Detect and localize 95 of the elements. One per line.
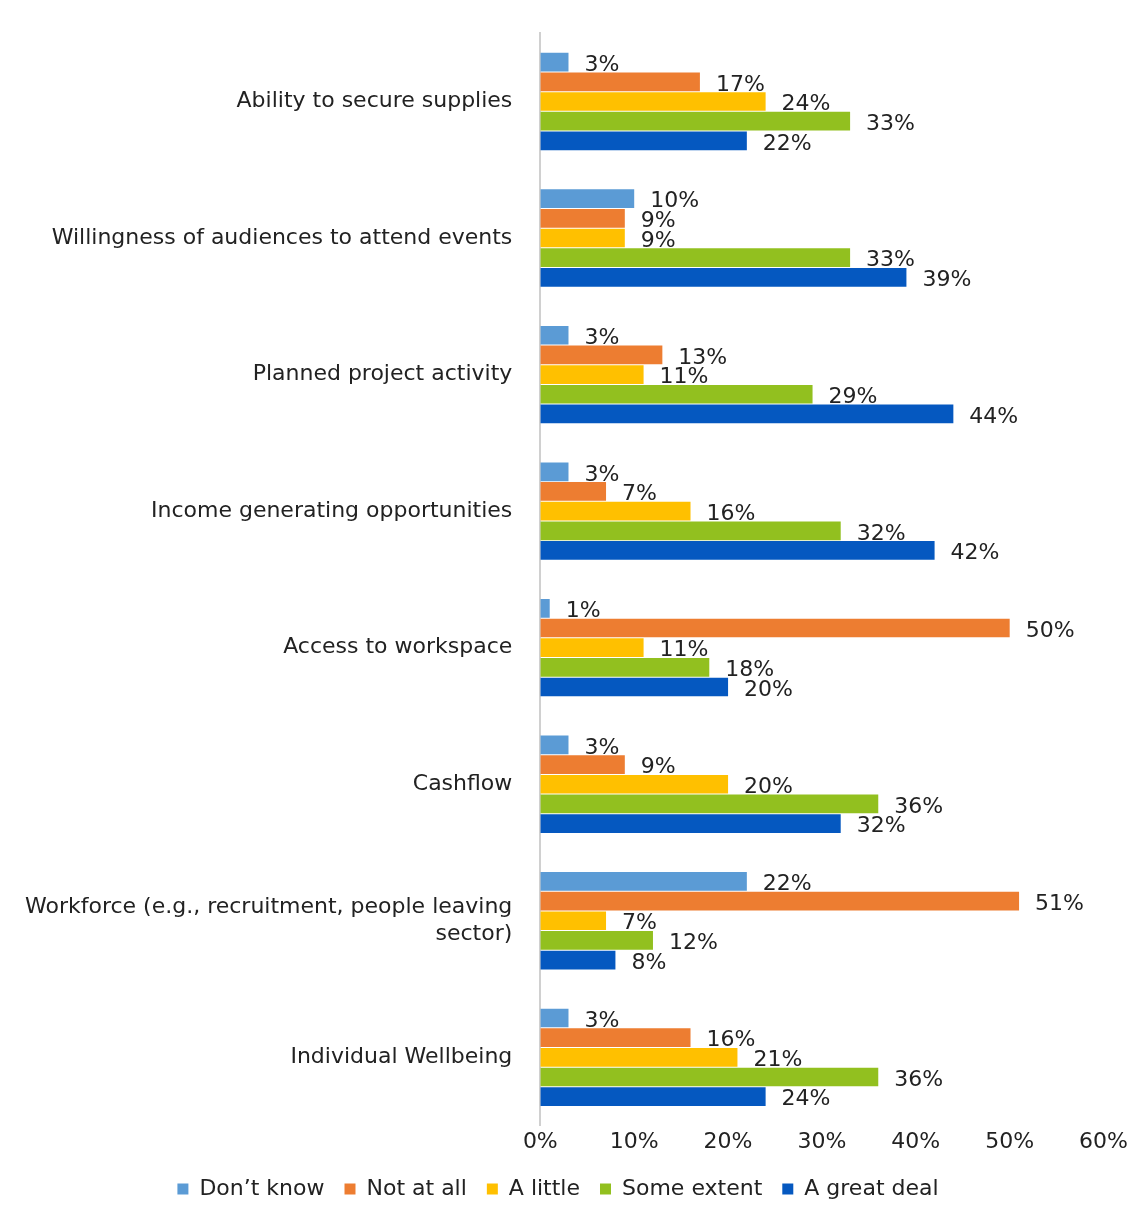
- bar: [540, 911, 607, 931]
- y-tick-label: Planned project activity: [252, 360, 513, 386]
- data-label: 24%: [781, 1085, 831, 1111]
- bar: [540, 931, 653, 950]
- y-tick-label: Willingness of audiences to attend events: [51, 223, 513, 249]
- data-label: 22%: [762, 870, 812, 896]
- data-label: 24%: [781, 90, 831, 116]
- data-label: 17%: [715, 70, 765, 96]
- data-label: 44%: [969, 402, 1019, 428]
- bar: [540, 268, 907, 287]
- data-label: 7%: [622, 480, 657, 506]
- data-label: 22%: [762, 129, 812, 155]
- y-tick-label: Income generating opportunities: [150, 496, 513, 522]
- bar: [540, 462, 569, 482]
- data-label: 3%: [584, 50, 620, 76]
- data-label: 39%: [922, 266, 972, 292]
- bar: [540, 501, 691, 521]
- bar: [540, 1008, 569, 1028]
- bar: [540, 189, 635, 209]
- data-label: 9%: [640, 753, 676, 779]
- data-label: 8%: [631, 948, 667, 974]
- legend-label: Not at all: [366, 1174, 467, 1200]
- data-label: 36%: [894, 1065, 944, 1091]
- bar: [540, 891, 1020, 911]
- bar: [540, 599, 550, 618]
- x-tick-label: 60%: [1079, 1127, 1128, 1153]
- bar: [540, 872, 747, 891]
- data-label: 11%: [659, 363, 709, 389]
- bar: [540, 228, 625, 248]
- bar: [540, 735, 569, 755]
- data-label: 11%: [659, 636, 709, 662]
- bar: [540, 774, 729, 794]
- bar: [540, 404, 954, 424]
- bar: [540, 950, 616, 970]
- bar: [540, 92, 766, 111]
- data-label: 51%: [1035, 889, 1084, 915]
- data-label: 32%: [856, 812, 906, 838]
- data-label: 16%: [706, 499, 756, 525]
- legend-label: Some extent: [622, 1174, 763, 1200]
- data-label: 33%: [866, 246, 916, 272]
- bar: [540, 209, 625, 228]
- bar: [540, 794, 879, 814]
- legend-label: A great deal: [804, 1174, 939, 1200]
- data-label: 50%: [1025, 616, 1075, 642]
- legend-label: Don’t know: [199, 1174, 325, 1200]
- data-label: 20%: [744, 675, 793, 701]
- bar: [540, 814, 841, 833]
- bar: [540, 1087, 766, 1106]
- data-label: 3%: [584, 323, 620, 349]
- y-tick-label: Access to workspace: [283, 633, 513, 659]
- bar: [540, 677, 729, 697]
- legend-label: A little: [508, 1174, 581, 1200]
- data-label: 16%: [706, 1026, 756, 1052]
- x-tick-label: 20%: [703, 1127, 753, 1153]
- y-tick-label: Workforce (e.g., recruitment, people leaving sector): [24, 893, 513, 945]
- bar: [540, 1067, 879, 1087]
- bar: [540, 52, 569, 72]
- bar: [540, 482, 607, 501]
- bar: [540, 521, 841, 541]
- bar: [540, 345, 663, 365]
- bar: [540, 248, 851, 268]
- y-tick-label: Cashflow: [412, 769, 513, 795]
- bar: [540, 111, 851, 131]
- x-tick-label: 40%: [891, 1127, 941, 1153]
- data-label: 32%: [856, 519, 906, 545]
- x-tick-label: 30%: [797, 1127, 847, 1153]
- data-label: 42%: [950, 539, 1000, 565]
- data-label: 7%: [622, 909, 657, 935]
- x-tick-label: 0%: [522, 1127, 558, 1153]
- bar: [540, 1028, 691, 1047]
- bar: [540, 131, 747, 151]
- x-tick-label: 10%: [609, 1127, 659, 1153]
- bar: [540, 325, 569, 345]
- data-label: 9%: [640, 226, 676, 252]
- bar: [540, 384, 813, 404]
- y-tick-label: Ability to secure supplies: [236, 87, 513, 113]
- data-label: 1%: [565, 597, 601, 623]
- data-label: 20%: [744, 772, 793, 798]
- data-label: 3%: [584, 1006, 620, 1032]
- data-label: 33%: [866, 109, 916, 135]
- bar: [540, 658, 710, 677]
- data-label: 12%: [668, 929, 718, 955]
- bar: [540, 541, 935, 560]
- data-label: 3%: [584, 733, 620, 759]
- bar: [540, 1047, 738, 1067]
- bar: [540, 755, 625, 774]
- y-tick-label: Individual Wellbeing: [290, 1043, 513, 1069]
- data-label: 21%: [753, 1046, 803, 1072]
- bar: [540, 72, 700, 92]
- data-label: 3%: [584, 460, 620, 486]
- x-tick-label: 50%: [985, 1127, 1035, 1153]
- data-label: 29%: [828, 382, 878, 408]
- bar: [540, 638, 644, 658]
- bar: [540, 365, 644, 384]
- bar: [540, 618, 1010, 638]
